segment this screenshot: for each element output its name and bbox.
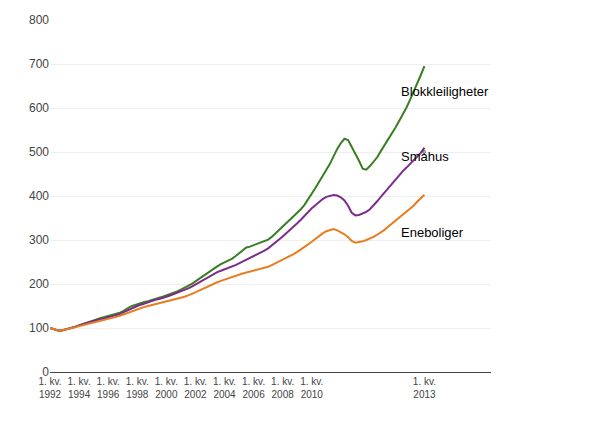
svg-text:1. kv.1994: 1. kv.1994 bbox=[68, 376, 91, 400]
svg-text:1. kv.1996: 1. kv.1996 bbox=[97, 376, 120, 400]
svg-text:0: 0 bbox=[42, 365, 49, 379]
svg-text:1. kv.2006: 1. kv.2006 bbox=[242, 376, 265, 400]
svg-text:800: 800 bbox=[29, 13, 49, 27]
svg-text:600: 600 bbox=[29, 101, 49, 115]
svg-text:Blokkleiligheter: Blokkleiligheter bbox=[401, 84, 489, 99]
svg-text:100: 100 bbox=[29, 321, 49, 335]
svg-text:1. kv.2008: 1. kv.2008 bbox=[271, 376, 294, 400]
svg-text:300: 300 bbox=[29, 233, 49, 247]
svg-text:1. kv.2010: 1. kv.2010 bbox=[300, 376, 323, 400]
svg-text:1. kv.1998: 1. kv.1998 bbox=[126, 376, 149, 400]
svg-text:1. kv.2013: 1. kv.2013 bbox=[413, 376, 436, 400]
svg-text:1. kv.2000: 1. kv.2000 bbox=[155, 376, 178, 400]
svg-text:1. kv.1992: 1. kv.1992 bbox=[38, 376, 61, 400]
svg-text:200: 200 bbox=[29, 277, 49, 291]
svg-text:400: 400 bbox=[29, 189, 49, 203]
svg-text:700: 700 bbox=[29, 57, 49, 71]
svg-text:Eneboliger: Eneboliger bbox=[401, 225, 464, 240]
svg-text:500: 500 bbox=[29, 145, 49, 159]
svg-text:Småhus: Småhus bbox=[401, 149, 449, 164]
svg-text:1. kv.2002: 1. kv.2002 bbox=[184, 376, 207, 400]
svg-text:1. kv.2004: 1. kv.2004 bbox=[213, 376, 236, 400]
